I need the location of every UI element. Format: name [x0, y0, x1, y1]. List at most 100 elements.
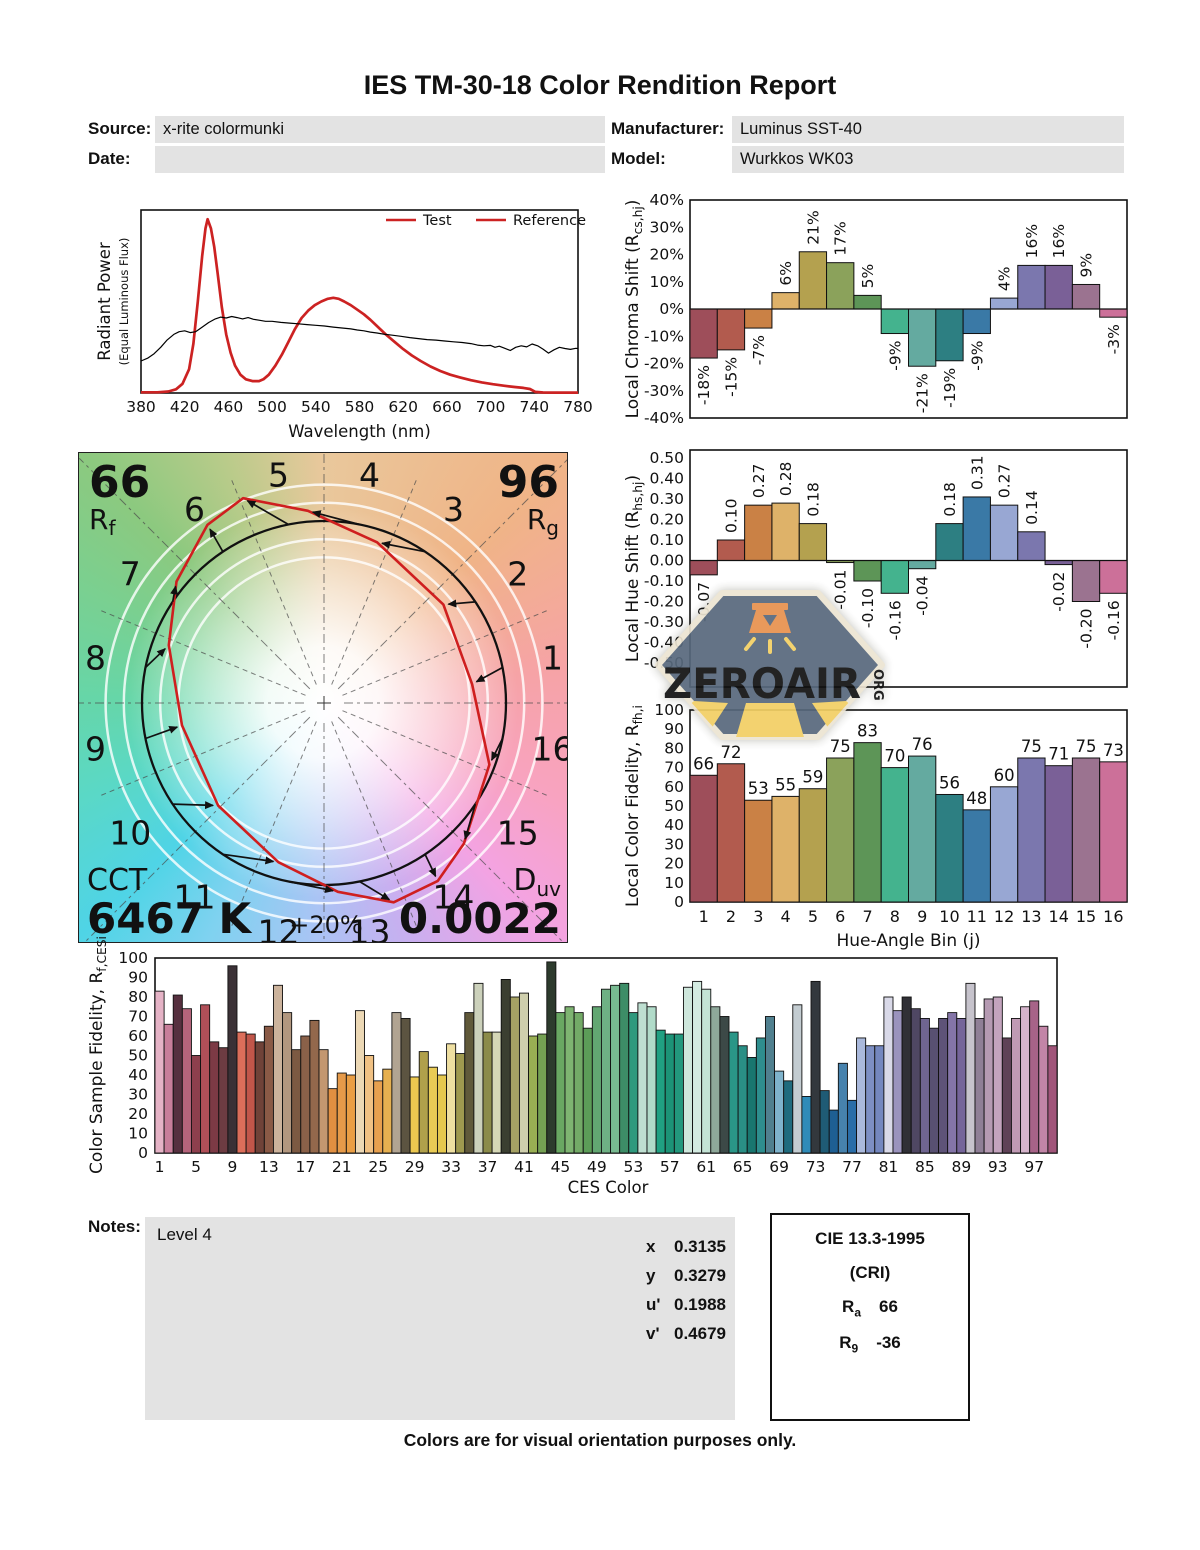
bar	[716, 763, 746, 903]
bar	[974, 1017, 985, 1154]
bar	[682, 986, 694, 1154]
svg-text:6%: 6%	[777, 261, 795, 286]
svg-text:1: 1	[542, 638, 563, 677]
shift-arrow	[172, 801, 215, 810]
model-value-field[interactable]: Wurkkos WK03	[732, 146, 1124, 173]
bar	[801, 1095, 812, 1154]
bar	[744, 308, 773, 329]
svg-text:73: 73	[806, 1158, 826, 1176]
shift-arrow	[246, 499, 289, 526]
x-value: 0.3135	[674, 1237, 726, 1256]
svg-text:25: 25	[368, 1158, 388, 1176]
page-title: IES TM-30-18 Color Rendition Report	[363, 70, 837, 100]
bar	[962, 308, 991, 335]
x-label: x	[646, 1237, 656, 1256]
svg-text:59: 59	[802, 768, 823, 787]
bar	[935, 523, 964, 561]
bar	[865, 1045, 876, 1154]
model-label: Model:	[611, 149, 666, 168]
bar	[1071, 757, 1101, 903]
bar	[245, 1033, 256, 1154]
svg-text:0.18: 0.18	[941, 482, 959, 517]
footer-disclaimer: Colors are for visual orientation purpos…	[403, 1430, 797, 1450]
bar	[962, 496, 991, 561]
bar	[446, 1043, 457, 1154]
svg-text:Wavelength (nm): Wavelength (nm)	[288, 422, 431, 441]
svg-text:77: 77	[842, 1158, 862, 1176]
svg-text:7: 7	[862, 907, 872, 926]
svg-text:0: 0	[674, 893, 684, 911]
watermark-text: ZEROAIR	[663, 659, 861, 708]
manufacturer-label: Manufacturer:	[611, 119, 725, 138]
svg-text:85: 85	[915, 1158, 935, 1176]
bar	[646, 1006, 657, 1154]
svg-text:-21%: -21%	[914, 373, 932, 413]
bar	[792, 1004, 803, 1154]
svg-text:Radiant Power: Radiant Power	[95, 242, 114, 361]
svg-text:100: 100	[118, 949, 148, 967]
bar	[1029, 1000, 1040, 1154]
bar	[400, 1017, 411, 1154]
bar	[227, 965, 238, 1154]
svg-text:73: 73	[1103, 741, 1124, 760]
u-value: 0.1988	[674, 1295, 726, 1314]
bar	[382, 1068, 393, 1154]
svg-text:-0.20: -0.20	[1078, 609, 1096, 649]
bar	[892, 1010, 903, 1154]
svg-text:10: 10	[128, 1125, 148, 1143]
manufacturer-value-field[interactable]: Luminus SST-40	[732, 116, 1124, 143]
bar	[546, 961, 557, 1154]
watermark-badge	[655, 590, 885, 740]
svg-text:20: 20	[128, 1105, 148, 1123]
svg-text:13: 13	[259, 1158, 279, 1176]
bar	[619, 982, 630, 1154]
shift-arrow	[463, 803, 477, 840]
svg-text:69: 69	[769, 1158, 789, 1176]
bar	[655, 1029, 666, 1154]
svg-text:11: 11	[967, 907, 987, 926]
notes-field[interactable]: Level 4	[145, 1217, 735, 1420]
svg-text:580: 580	[345, 398, 375, 416]
svg-text:0.14: 0.14	[1023, 490, 1041, 525]
bar	[826, 262, 855, 310]
bar	[1099, 308, 1128, 318]
svg-text:66: 66	[693, 754, 714, 773]
shift-arrow	[424, 853, 437, 878]
bar	[798, 788, 828, 903]
bar	[908, 308, 937, 367]
svg-text:Test: Test	[422, 213, 452, 229]
bar	[291, 1049, 302, 1154]
svg-text:0.00: 0.00	[649, 552, 684, 570]
bar	[1099, 560, 1128, 594]
bar	[774, 1070, 785, 1154]
shift-arrow	[359, 880, 391, 901]
bar	[354, 1010, 366, 1154]
bar	[1047, 1045, 1058, 1154]
svg-text:3: 3	[753, 907, 763, 926]
svg-text:-0.02: -0.02	[1050, 572, 1068, 612]
svg-text:20%: 20%	[650, 246, 684, 264]
svg-text:Color Sample Fidelity, Rf,CESi: Color Sample Fidelity, Rf,CESi	[87, 936, 109, 1174]
svg-text:20: 20	[664, 855, 684, 873]
bar	[701, 988, 712, 1154]
spd-test-line	[141, 217, 578, 394]
spd-chart: 380 420 460 500 540 580 620 660 700 740 780 Wavelen…	[86, 196, 606, 456]
bar	[528, 1035, 539, 1154]
date-value-field[interactable]	[155, 146, 605, 173]
svg-text:37: 37	[478, 1158, 498, 1176]
source-value-field[interactable]: x-rite colormunki	[155, 116, 605, 143]
bar	[1001, 1037, 1012, 1154]
shift-arrow	[311, 510, 360, 526]
svg-text:-10%: -10%	[644, 327, 684, 345]
svg-text:75: 75	[830, 737, 851, 756]
svg-text:5: 5	[268, 455, 289, 494]
bar	[318, 1049, 329, 1154]
svg-text:30%: 30%	[650, 218, 684, 236]
svg-text:CES Color: CES Color	[568, 1178, 649, 1197]
svg-text:0: 0	[138, 1144, 148, 1162]
svg-text:-20%: -20%	[644, 355, 684, 373]
bar	[771, 795, 800, 903]
svg-text:40%: 40%	[650, 191, 684, 209]
shift-arrow	[222, 853, 275, 865]
bar	[190, 1055, 202, 1154]
